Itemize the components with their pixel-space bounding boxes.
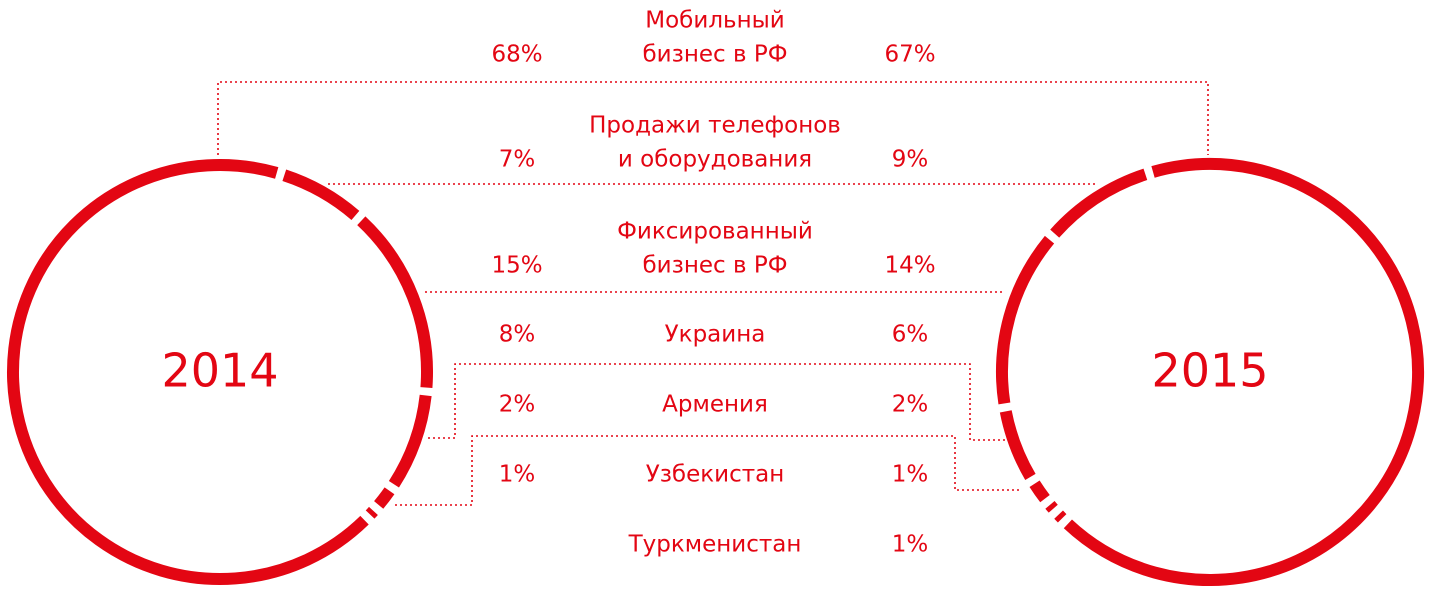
- ring-segment: [1054, 510, 1067, 523]
- ring-segment: [282, 169, 360, 221]
- category-label: Продажи телефонов: [589, 113, 841, 139]
- value-label: 6%: [892, 322, 929, 348]
- value-label: 9%: [892, 147, 929, 173]
- category-label: Украина: [665, 322, 766, 348]
- ring-segment: [999, 410, 1036, 480]
- ring-segment: [1045, 501, 1058, 513]
- category-label: Узбекистан: [646, 462, 785, 488]
- category-label: Армения: [662, 392, 768, 418]
- value-label: 68%: [491, 42, 542, 68]
- category-label: Фиксированный: [617, 219, 813, 245]
- value-label: 7%: [499, 147, 536, 173]
- ring-segment: [996, 235, 1055, 405]
- ring-segment: [1063, 158, 1424, 586]
- ring-segment: [357, 216, 433, 389]
- ring-segment: [374, 487, 395, 509]
- value-label: 1%: [892, 532, 929, 558]
- category-label: Туркменистан: [628, 532, 802, 558]
- center-label: 2014: [161, 344, 278, 398]
- category-label: бизнес в РФ: [642, 253, 787, 279]
- value-label: 1%: [499, 462, 536, 488]
- ring-segment: [1029, 480, 1050, 503]
- value-label: 14%: [884, 253, 935, 279]
- value-label: 67%: [884, 42, 935, 68]
- center-label: 2015: [1151, 344, 1268, 398]
- value-label: 8%: [499, 322, 536, 348]
- ring-segment: [1050, 168, 1148, 238]
- ring-segment: [388, 394, 432, 488]
- ring-segment: [7, 159, 369, 585]
- value-label: 2%: [499, 392, 536, 418]
- value-label: 2%: [892, 392, 929, 418]
- value-label: 15%: [491, 253, 542, 279]
- connector: [217, 81, 1209, 155]
- category-label: бизнес в РФ: [642, 42, 787, 68]
- category-label: и оборудования: [618, 147, 812, 173]
- category-label: Мобильный: [645, 8, 784, 34]
- connectors: [217, 81, 1209, 506]
- value-label: 1%: [892, 462, 929, 488]
- ring-segment: [365, 506, 378, 519]
